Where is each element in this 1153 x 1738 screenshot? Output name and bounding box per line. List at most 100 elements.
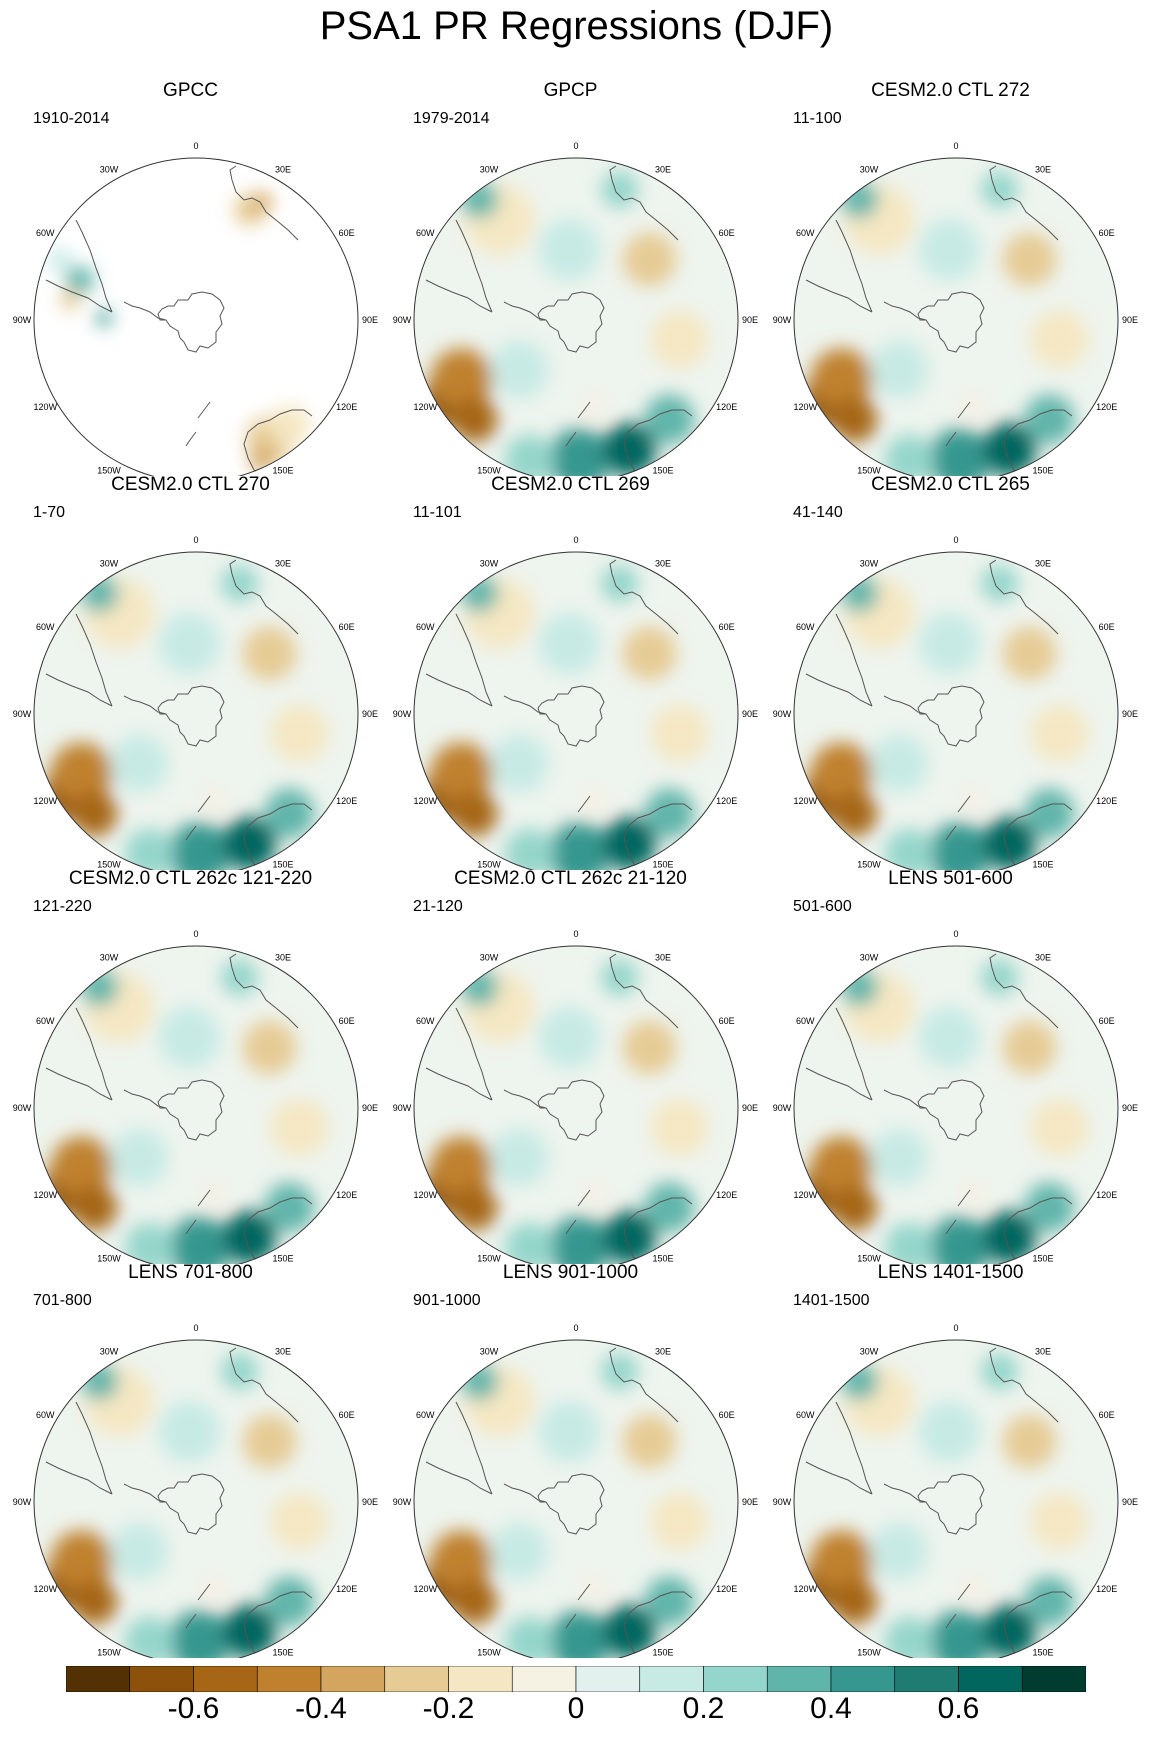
colorbar-tick-label: 0.6 xyxy=(937,1692,980,1725)
longitude-label: 90E xyxy=(1122,1103,1138,1113)
precip-anomaly-blob xyxy=(242,626,297,681)
longitude-label: 60E xyxy=(1099,622,1115,632)
colorbar-swatch xyxy=(129,1666,194,1692)
longitude-label: 30E xyxy=(655,558,671,568)
longitude-label: 120W xyxy=(34,1190,58,1200)
polar-map: 030E60E90E120E150E180150W120W90W60W30W xyxy=(393,141,758,476)
coastline xyxy=(883,1089,927,1109)
longitude-label: 120W xyxy=(794,1584,818,1594)
precip-anomaly-blob xyxy=(71,1184,118,1231)
longitude-label: 30E xyxy=(275,164,291,174)
colorbar xyxy=(66,1666,1086,1692)
precip-anomaly-blob xyxy=(870,1128,929,1187)
precip-anomaly-blob xyxy=(168,822,231,870)
longitude-label: 60W xyxy=(416,1410,435,1420)
precip-anomaly-blob xyxy=(622,1414,677,1469)
longitude-label: 90W xyxy=(773,1103,792,1113)
precip-anomaly-blob xyxy=(451,1578,498,1625)
longitude-label: 150E xyxy=(1032,1254,1053,1264)
longitude-label: 90W xyxy=(393,709,412,719)
longitude-label: 150E xyxy=(272,466,293,476)
longitude-label: 150W xyxy=(477,466,501,476)
panel-title: CESM2.0 CTL 262c 21-120 xyxy=(454,868,687,889)
longitude-label: 120W xyxy=(34,796,58,806)
precip-anomaly-blob xyxy=(982,1604,1037,1658)
map-border xyxy=(793,157,1119,476)
coastline xyxy=(123,301,167,321)
longitude-label: 60E xyxy=(719,1016,735,1026)
precip-anomaly-blob xyxy=(460,180,499,219)
polar-map: 030E60E90E120E150E180150W120W90W60W30W xyxy=(13,1323,378,1658)
precip-anomaly-blob xyxy=(158,1006,221,1069)
longitude-label: 90E xyxy=(742,1103,758,1113)
longitude-label: 150E xyxy=(652,466,673,476)
longitude-label: 60W xyxy=(796,622,815,632)
precip-anomaly-blob xyxy=(460,968,499,1007)
panel-year-range: 501-600 xyxy=(793,898,852,915)
precip-anomaly-blob xyxy=(110,1522,169,1581)
precip-anomaly-blob xyxy=(80,1362,119,1401)
precip-anomaly-blob xyxy=(602,422,657,476)
precip-anomaly-blob xyxy=(1024,1576,1075,1627)
precip-anomaly-blob xyxy=(982,1210,1037,1264)
panel-year-range: 11-101 xyxy=(413,504,462,521)
precip-anomaly-blob xyxy=(831,1184,878,1231)
longitude-label: 90E xyxy=(362,709,378,719)
coastline xyxy=(883,301,927,321)
colorbar-swatch xyxy=(256,1666,322,1692)
precip-anomaly-blob xyxy=(451,790,498,837)
colorbar-tick-label: 0.2 xyxy=(682,1692,725,1725)
longitude-label: 30W xyxy=(860,952,879,962)
precip-anomaly-blob xyxy=(1030,1492,1089,1551)
longitude-label: 30W xyxy=(480,558,499,568)
panel-title: LENS 701-800 xyxy=(128,1262,253,1283)
longitude-label: 90E xyxy=(1122,709,1138,719)
precip-anomaly-blob xyxy=(1030,704,1089,763)
colorbar-swatch xyxy=(448,1666,513,1692)
precip-anomaly-blob xyxy=(430,1530,493,1593)
longitude-label: 30W xyxy=(100,164,119,174)
longitude-label: 30E xyxy=(275,558,291,568)
coastline xyxy=(565,1189,591,1235)
colorbar-swatch xyxy=(639,1666,704,1692)
coastline xyxy=(989,1347,1059,1423)
precip-anomaly-blob xyxy=(650,704,709,763)
longitude-label: 0 xyxy=(953,1323,958,1333)
map-panel: 030E60E90E120E150E180150W120W90W60W30WLE… xyxy=(760,1262,1141,1658)
precip-anomaly-blob xyxy=(840,968,879,1007)
precip-anomaly-blob xyxy=(918,1006,981,1069)
longitude-label: 60E xyxy=(1099,1410,1115,1420)
coastline xyxy=(503,695,547,715)
longitude-label: 120E xyxy=(1096,796,1117,806)
precip-anomaly-blob xyxy=(622,626,677,681)
longitude-label: 120W xyxy=(34,402,58,412)
longitude-label: 120E xyxy=(336,1584,357,1594)
coastline xyxy=(537,1079,605,1141)
longitude-label: 120W xyxy=(794,1190,818,1200)
polar-map: 030E60E90E120E150E180150W120W90W60W30W xyxy=(773,929,1138,1264)
precip-anomaly-blob xyxy=(158,1400,221,1463)
precip-anomaly-blob xyxy=(222,1604,277,1658)
precip-anomaly-blob xyxy=(201,1576,227,1602)
polar-map: 030E60E90E120E150E180150W120W90W60W30W xyxy=(773,141,1138,476)
longitude-label: 30W xyxy=(480,1346,499,1356)
precip-anomaly-blob xyxy=(80,968,119,1007)
precip-anomaly-blob xyxy=(982,816,1037,870)
longitude-label: 120W xyxy=(414,1190,438,1200)
precip-anomaly-blob xyxy=(201,1182,227,1208)
longitude-label: 60E xyxy=(339,228,355,238)
precip-anomaly-blob xyxy=(581,1576,607,1602)
longitude-label: 150E xyxy=(652,1648,673,1658)
precip-anomaly-blob xyxy=(201,788,227,814)
panel-year-range: 1401-1500 xyxy=(793,1292,870,1309)
precip-anomaly-blob xyxy=(538,1400,601,1463)
precip-anomaly-blob xyxy=(982,422,1037,476)
precip-anomaly-blob xyxy=(538,612,601,675)
longitude-label: 120W xyxy=(34,1584,58,1594)
longitude-label: 30E xyxy=(275,1346,291,1356)
longitude-label: 150W xyxy=(97,1254,121,1264)
longitude-label: 150W xyxy=(97,466,121,476)
precip-anomaly-blob xyxy=(451,1184,498,1231)
polar-map: 030E60E90E120E150E180150W120W90W60W30W xyxy=(773,1323,1138,1658)
precip-anomaly-blob xyxy=(1030,310,1089,369)
